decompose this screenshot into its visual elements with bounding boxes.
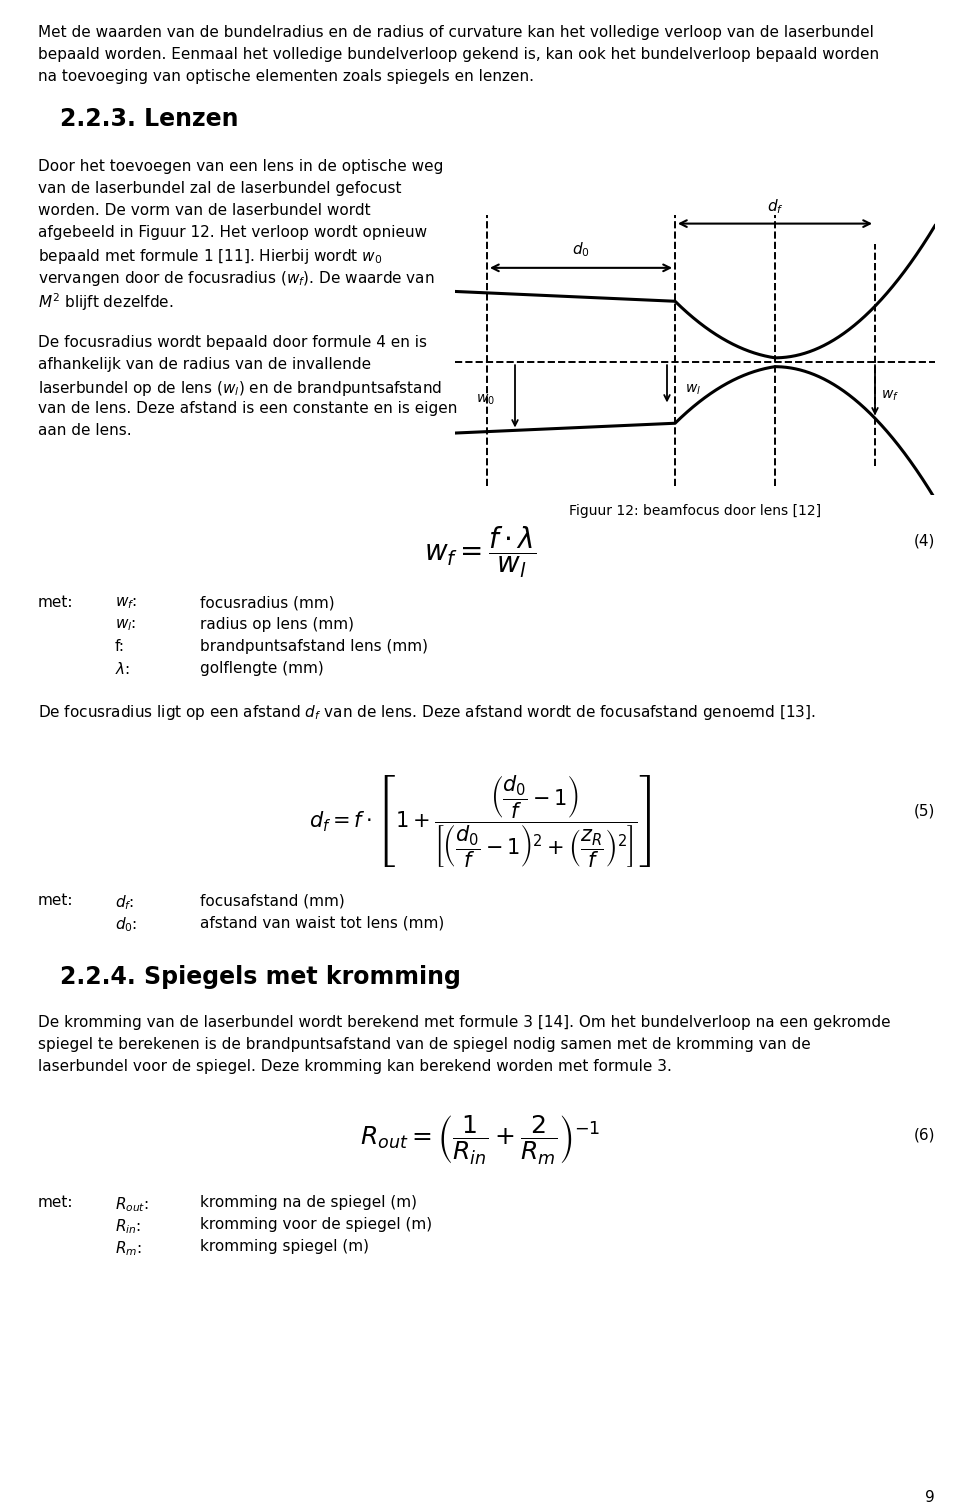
- Text: met:: met:: [38, 1194, 74, 1209]
- Text: De focusradius ligt op een afstand $d_f$ van de lens. Deze afstand wordt de focu: De focusradius ligt op een afstand $d_f$…: [38, 703, 816, 722]
- Text: $d_0$:: $d_0$:: [115, 915, 137, 933]
- Text: (6): (6): [914, 1128, 935, 1143]
- Text: 2.2.4. Spiegels met kromming: 2.2.4. Spiegels met kromming: [60, 965, 461, 989]
- Text: laserbundel op de lens ($w_l$) en de brandpuntsafstand: laserbundel op de lens ($w_l$) en de bra…: [38, 379, 443, 398]
- Text: focusafstand (mm): focusafstand (mm): [200, 893, 345, 908]
- Text: $w_l$: $w_l$: [685, 383, 701, 397]
- Text: bepaald met formule 1 [11]. Hierbij wordt $w_0$: bepaald met formule 1 [11]. Hierbij word…: [38, 247, 382, 265]
- Text: 2.2.3. Lenzen: 2.2.3. Lenzen: [60, 107, 238, 131]
- Text: met:: met:: [38, 596, 74, 611]
- Text: radius op lens (mm): radius op lens (mm): [200, 617, 354, 632]
- Text: De focusradius wordt bepaald door formule 4 en is: De focusradius wordt bepaald door formul…: [38, 335, 427, 350]
- Text: $w_f = \dfrac{f \cdot \lambda}{w_l}$: $w_f = \dfrac{f \cdot \lambda}{w_l}$: [424, 525, 536, 581]
- Text: $d_f$: $d_f$: [767, 198, 783, 216]
- Text: $d_f = f \cdot \left[1 + \dfrac{\left(\dfrac{d_0}{f}-1\right)}{\left[\left(\dfra: $d_f = f \cdot \left[1 + \dfrac{\left(\d…: [309, 774, 651, 870]
- Text: $d_0$: $d_0$: [572, 240, 589, 259]
- Text: De kromming van de laserbundel wordt berekend met formule 3 [14]. Om het bundelv: De kromming van de laserbundel wordt ber…: [38, 1015, 891, 1030]
- Text: kromming voor de spiegel (m): kromming voor de spiegel (m): [200, 1217, 432, 1232]
- Text: Met de waarden van de bundelradius en de radius of curvature kan het volledige v: Met de waarden van de bundelradius en de…: [38, 26, 874, 41]
- Text: $M^2$ blijft dezelfde.: $M^2$ blijft dezelfde.: [38, 291, 174, 312]
- Text: $w_f$: $w_f$: [881, 389, 899, 403]
- Text: focusradius (mm): focusradius (mm): [200, 596, 335, 611]
- Text: van de lens. Deze afstand is een constante en is eigen: van de lens. Deze afstand is een constan…: [38, 401, 457, 416]
- Text: afhankelijk van de radius van de invallende: afhankelijk van de radius van de invalle…: [38, 357, 372, 372]
- Text: vervangen door de focusradius ($w_f$). De waarde van: vervangen door de focusradius ($w_f$). D…: [38, 268, 435, 288]
- Text: (4): (4): [914, 532, 935, 547]
- Text: f:: f:: [115, 639, 125, 654]
- Text: van de laserbundel zal de laserbundel gefocust: van de laserbundel zal de laserbundel ge…: [38, 181, 401, 196]
- Text: $w_l$:: $w_l$:: [115, 617, 136, 633]
- Text: $R_{in}$:: $R_{in}$:: [115, 1217, 141, 1235]
- Text: $w_f$:: $w_f$:: [115, 596, 137, 611]
- Text: met:: met:: [38, 893, 74, 908]
- Text: (5): (5): [914, 802, 935, 817]
- Text: $R_m$:: $R_m$:: [115, 1240, 142, 1258]
- Text: $d_f$:: $d_f$:: [115, 893, 134, 912]
- Text: $R_{out}$:: $R_{out}$:: [115, 1194, 149, 1214]
- Text: kromming spiegel (m): kromming spiegel (m): [200, 1240, 369, 1255]
- Text: na toevoeging van optische elementen zoals spiegels en lenzen.: na toevoeging van optische elementen zoa…: [38, 69, 534, 84]
- Text: afgebeeld in Figuur 12. Het verloop wordt opnieuw: afgebeeld in Figuur 12. Het verloop word…: [38, 225, 427, 240]
- Text: spiegel te berekenen is de brandpuntsafstand van de spiegel nodig samen met de k: spiegel te berekenen is de brandpuntsafs…: [38, 1038, 811, 1053]
- Text: worden. De vorm van de laserbundel wordt: worden. De vorm van de laserbundel wordt: [38, 204, 371, 219]
- Text: brandpuntsafstand lens (mm): brandpuntsafstand lens (mm): [200, 639, 428, 654]
- Text: Door het toevoegen van een lens in de optische weg: Door het toevoegen van een lens in de op…: [38, 158, 444, 173]
- Text: $w_0$: $w_0$: [476, 392, 495, 407]
- Text: Figuur 12: beamfocus door lens [12]: Figuur 12: beamfocus door lens [12]: [569, 504, 821, 517]
- Text: 9: 9: [925, 1490, 935, 1505]
- Text: bepaald worden. Eenmaal het volledige bundelverloop gekend is, kan ook het bunde: bepaald worden. Eenmaal het volledige bu…: [38, 47, 879, 62]
- Text: afstand van waist tot lens (mm): afstand van waist tot lens (mm): [200, 915, 444, 930]
- Text: golflengte (mm): golflengte (mm): [200, 661, 324, 676]
- Text: aan de lens.: aan de lens.: [38, 424, 132, 437]
- Text: $\lambda$:: $\lambda$:: [115, 661, 130, 677]
- Text: laserbundel voor de spiegel. Deze kromming kan berekend worden met formule 3.: laserbundel voor de spiegel. Deze krommi…: [38, 1059, 672, 1074]
- Text: $R_{out} = \left(\dfrac{1}{R_{in}} + \dfrac{2}{R_m}\right)^{-1}$: $R_{out} = \left(\dfrac{1}{R_{in}} + \df…: [360, 1113, 600, 1166]
- Text: kromming na de spiegel (m): kromming na de spiegel (m): [200, 1194, 417, 1209]
